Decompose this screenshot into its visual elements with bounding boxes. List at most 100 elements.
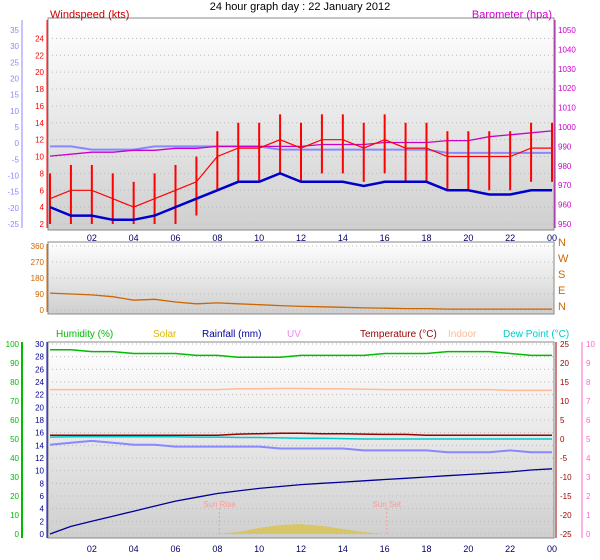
temperature-tick-label: 10 bbox=[560, 397, 569, 406]
direction-tick-label: 360 bbox=[31, 242, 45, 251]
baro-tick-label: 1040 bbox=[558, 45, 576, 54]
temperature-tick-label: -5 bbox=[560, 454, 568, 463]
humidity-line bbox=[50, 348, 552, 359]
wind-direction-panel: 360 N 270 W 180 S 90 E 0 N bbox=[31, 237, 569, 315]
rainfall-tick-label: 24 bbox=[35, 378, 44, 387]
apparent-temperature-line bbox=[49, 439, 552, 454]
wind-tick-label: 4 bbox=[40, 203, 45, 212]
temperature-tick-label: 5 bbox=[560, 416, 565, 425]
wind-direction-line bbox=[49, 292, 552, 310]
sun-rise-label: Sun Rise bbox=[203, 500, 236, 509]
rainfall-tick-label: 18 bbox=[35, 416, 44, 425]
uv-tick-label: 3 bbox=[586, 473, 591, 482]
humidity-tick-label: 40 bbox=[10, 454, 19, 463]
humidity-tick-label: 0 bbox=[15, 530, 20, 539]
x-tick-label-bottom: 04 bbox=[129, 544, 139, 554]
legend-item: Temperature (°C) bbox=[360, 329, 437, 340]
wind-baro-panel: Windspeed (kts) Barometer (hpa) 24 22 20 18… bbox=[7, 9, 576, 231]
rainfall-tick-label: 26 bbox=[35, 365, 44, 374]
legend-item: Dew Point (°C) bbox=[503, 329, 569, 340]
legend-item: Rainfall (mm) bbox=[202, 329, 261, 340]
humidity-tick-label: 100 bbox=[6, 340, 20, 349]
legend-item: Humidity (%) bbox=[56, 329, 113, 340]
temperature-tick-label: 25 bbox=[560, 340, 569, 349]
compass-label: E bbox=[558, 285, 565, 297]
uv-tick-label: 6 bbox=[586, 416, 591, 425]
x-tick-label-bottom: 20 bbox=[463, 544, 473, 554]
wind-tick-label: 18 bbox=[35, 85, 44, 94]
uv-tick-label: 1 bbox=[586, 511, 591, 520]
x-tick-label-top: 10 bbox=[254, 233, 264, 243]
x-tick-label-bottom: 18 bbox=[421, 544, 431, 554]
baro-tick-label: 970 bbox=[558, 181, 572, 190]
baro-tick-label: 1030 bbox=[558, 65, 576, 74]
wind-tick-label: 6 bbox=[40, 186, 45, 195]
wind-tick-label: 20 bbox=[35, 68, 44, 77]
uv-tick-label: 4 bbox=[586, 454, 591, 463]
baro-tick-label: 990 bbox=[558, 142, 572, 151]
temperature-tick-label: 25 bbox=[10, 58, 19, 67]
chart-title: 24 hour graph day : 22 January 2012 bbox=[210, 1, 390, 13]
rainfall-tick-label: 12 bbox=[35, 454, 44, 463]
temperature-tick-label: -15 bbox=[560, 492, 572, 501]
x-tick-label-top: 14 bbox=[338, 233, 348, 243]
temperature-tick-label: 15 bbox=[560, 378, 569, 387]
x-tick-label-bottom: 12 bbox=[296, 544, 306, 554]
compass-label: S bbox=[558, 269, 565, 281]
wind-tick-label: 16 bbox=[35, 102, 44, 111]
x-tick-label-bottom: 08 bbox=[212, 544, 222, 554]
temperature-tick-label: -25 bbox=[7, 220, 19, 229]
temperature-tick-label: -10 bbox=[560, 473, 572, 482]
humidity-tick-label: 70 bbox=[10, 397, 19, 406]
x-tick-label-top: 06 bbox=[170, 233, 180, 243]
rainfall-tick-label: 0 bbox=[40, 530, 45, 539]
temperature-tick-label: 10 bbox=[10, 107, 19, 116]
windspeed-axis-label: Windspeed (kts) bbox=[50, 9, 129, 21]
rainfall-tick-label: 20 bbox=[35, 403, 44, 412]
wind-tick-label: 24 bbox=[35, 34, 44, 43]
rainfall-tick-label: 22 bbox=[35, 391, 44, 400]
rainfall-tick-label: 16 bbox=[35, 429, 44, 438]
rainfall-tick-label: 6 bbox=[40, 492, 45, 501]
humidity-tick-label: 90 bbox=[10, 359, 19, 368]
baro-tick-label: 1050 bbox=[558, 26, 576, 35]
baro-tick-label: 1020 bbox=[558, 84, 576, 93]
x-tick-label-top: 00 bbox=[547, 233, 557, 243]
x-tick-label-top: 02 bbox=[87, 233, 97, 243]
sun-set-label: Sun Set bbox=[373, 500, 402, 509]
temperature-tick-label: 15 bbox=[10, 91, 19, 100]
humidity-tick-label: 50 bbox=[10, 435, 19, 444]
x-tick-label-top: 08 bbox=[212, 233, 222, 243]
baro-tick-label: 960 bbox=[558, 201, 572, 210]
wind-gust-line bbox=[49, 139, 552, 208]
temperature-tick-label: 35 bbox=[10, 26, 19, 35]
legend-item: UV bbox=[287, 329, 301, 340]
direction-tick-label: 0 bbox=[40, 306, 45, 315]
x-tick-label-bottom: 10 bbox=[254, 544, 264, 554]
humidity-tick-label: 80 bbox=[10, 378, 19, 387]
wind-average-line bbox=[49, 172, 552, 222]
wind-tick-label: 22 bbox=[35, 51, 44, 60]
rainfall-tick-label: 2 bbox=[40, 517, 45, 526]
wind-tick-label: 8 bbox=[40, 169, 45, 178]
temperature-tick-label: 5 bbox=[15, 123, 20, 132]
temperature-tick-label: -15 bbox=[7, 188, 19, 197]
rainfall-tick-label: 14 bbox=[35, 441, 44, 450]
rainfall-tick-label: 30 bbox=[35, 340, 44, 349]
x-tick-label-bottom: 22 bbox=[505, 544, 515, 554]
temperature-tick-label: 30 bbox=[10, 42, 19, 51]
x-tick-label-top: 04 bbox=[129, 233, 139, 243]
compass-label: W bbox=[558, 253, 569, 265]
temperature-tick-label: -20 bbox=[560, 511, 572, 520]
barometer-axis-label: Barometer (hpa) bbox=[472, 9, 552, 21]
direction-tick-label: 180 bbox=[31, 274, 45, 283]
temperature-tick-label: -25 bbox=[560, 530, 572, 539]
humidity-tick-label: 30 bbox=[10, 473, 19, 482]
wind-tick-label: 12 bbox=[35, 136, 44, 145]
baro-tick-label: 1000 bbox=[558, 123, 576, 132]
x-tick-label-bottom: 14 bbox=[338, 544, 348, 554]
compass-label: N bbox=[558, 237, 566, 249]
humidity-rain-temp-panel: Humidity (%) Solar Rainfall (mm) UV Temperat… bbox=[6, 329, 596, 539]
compass-label: N bbox=[558, 301, 566, 313]
